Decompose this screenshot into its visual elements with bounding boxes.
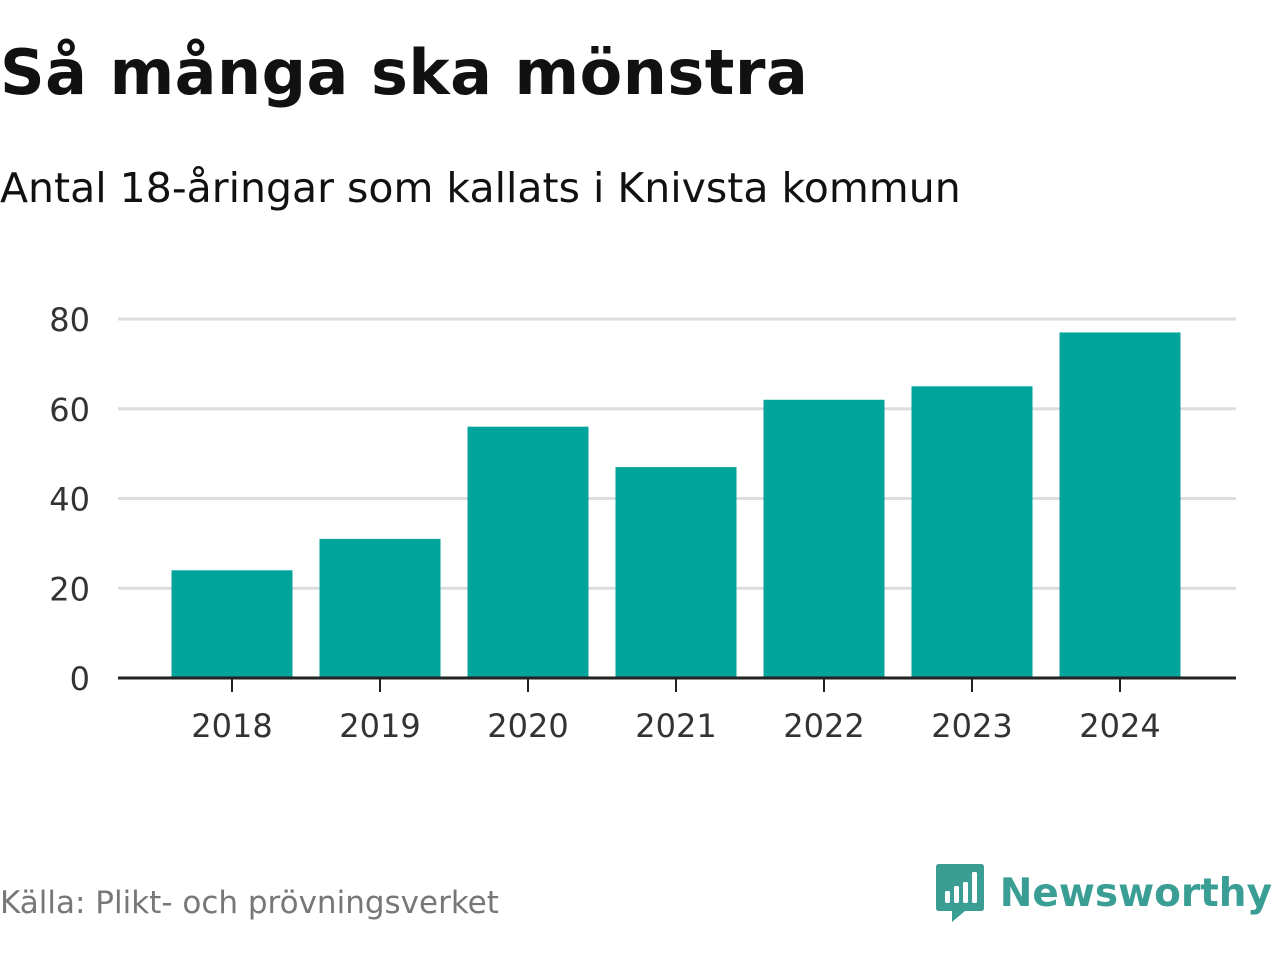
brand-logo: Newsworthy [934, 862, 1272, 924]
bar-2019 [319, 538, 441, 678]
chart-subtitle: Antal 18-åringar som kallats i Knivsta k… [0, 164, 961, 212]
bar-2024 [1059, 332, 1181, 678]
bar-2023 [911, 386, 1033, 678]
x-tick-label: 2023 [931, 707, 1012, 745]
x-tick-label: 2018 [191, 707, 272, 745]
x-tick-label: 2020 [487, 707, 568, 745]
brand-name: Newsworthy [999, 870, 1272, 916]
y-tick-label: 40 [49, 481, 90, 519]
bar-2021 [615, 467, 737, 678]
bar-2020 [467, 426, 589, 678]
bar-2022 [763, 399, 885, 678]
bars [171, 332, 1181, 678]
y-tick-label: 0 [70, 660, 90, 698]
source-note: Källa: Plikt- och prövningsverket [0, 885, 499, 921]
bar-2018 [171, 570, 293, 678]
y-axis-ticks: 0 20 40 60 80 [49, 301, 90, 698]
chart-title: Så många ska mönstra [0, 36, 809, 109]
x-tick-label: 2021 [635, 707, 716, 745]
y-tick-label: 80 [49, 301, 90, 339]
y-tick-label: 20 [49, 570, 90, 608]
y-tick-label: 60 [49, 391, 90, 429]
newsworthy-logo-icon [935, 864, 984, 922]
x-tick-label: 2024 [1079, 707, 1160, 745]
x-axis-ticks: 2018 2019 2020 2021 2022 2023 2024 [191, 678, 1161, 745]
x-tick-label: 2022 [783, 707, 864, 745]
x-tick-label: 2019 [339, 707, 420, 745]
